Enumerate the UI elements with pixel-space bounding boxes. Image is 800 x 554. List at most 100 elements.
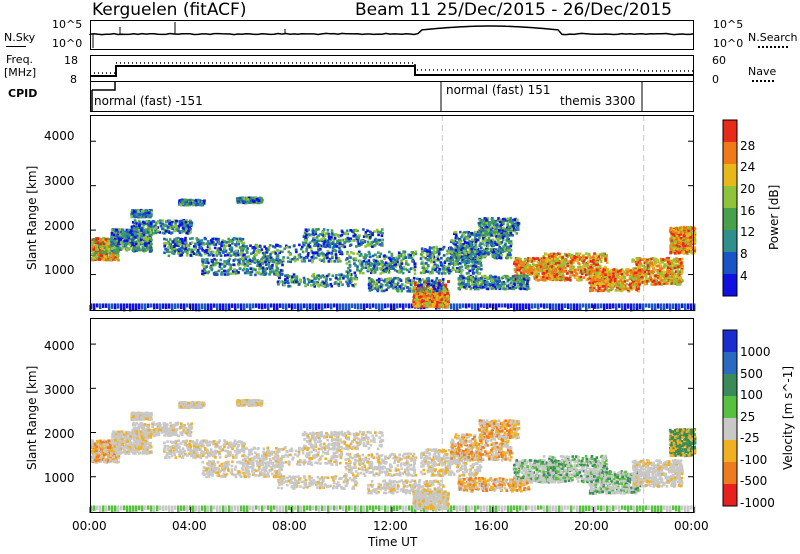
echo-cell	[125, 228, 129, 232]
echo-cell	[118, 242, 122, 246]
echo-cell	[119, 235, 122, 239]
echo-cell	[161, 219, 165, 222]
echo-cell	[271, 250, 275, 254]
echo-cell	[114, 258, 118, 261]
echo-cell	[306, 254, 310, 257]
echo-cell	[228, 244, 232, 248]
echo-cell	[251, 260, 254, 263]
echo-cell	[253, 259, 257, 263]
echo-cell	[235, 244, 238, 248]
echo-cell	[173, 219, 177, 222]
echo-cell	[165, 242, 169, 245]
freq-tick-bottom: 8	[70, 73, 77, 86]
echo-cell	[144, 222, 148, 226]
echo-cell	[317, 254, 321, 257]
echo-cell	[249, 267, 252, 270]
echo-cell	[236, 241, 239, 245]
echo-cell	[187, 247, 191, 251]
echo-cell	[200, 239, 204, 242]
echo-cell	[296, 258, 299, 261]
echo-cell	[336, 260, 340, 263]
echo-cell	[220, 242, 223, 246]
ground-cell	[678, 303, 681, 311]
echo-cell	[105, 249, 108, 253]
echo-cell	[189, 242, 192, 245]
ground-cell	[519, 303, 522, 311]
ground-cell	[192, 303, 195, 312]
echo-cell	[116, 242, 120, 245]
nave-tick-bottom: 0	[712, 73, 719, 86]
power-heatmap	[89, 115, 697, 312]
echo-cell	[183, 222, 187, 226]
ground-cell	[582, 303, 585, 308]
echo-cell	[123, 238, 127, 241]
echo-cell	[165, 238, 168, 241]
echo-cell	[213, 273, 216, 276]
echo-cell	[245, 268, 249, 271]
echo-cell	[334, 255, 338, 258]
ground-cell	[669, 303, 672, 312]
ground-cell	[228, 303, 231, 311]
ground-cell	[666, 303, 669, 309]
ground-cell	[525, 303, 528, 310]
ground-cell	[381, 303, 384, 311]
echo-cell	[184, 250, 187, 253]
echo-cell	[254, 273, 257, 277]
echo-cell	[338, 249, 342, 253]
echo-cell	[219, 258, 223, 262]
ground-cell	[552, 303, 555, 311]
echo-cell	[99, 256, 102, 260]
echo-cell	[126, 235, 130, 239]
echo-cell	[177, 240, 180, 243]
echo-cell	[209, 265, 213, 269]
echo-cell	[112, 228, 116, 232]
echo-cell	[246, 251, 249, 254]
echo-cell	[167, 254, 171, 258]
echo-cell	[326, 249, 330, 253]
echo-cell	[168, 219, 171, 222]
echo-cell	[99, 242, 102, 246]
echo-cell	[223, 240, 227, 243]
echo-cell	[135, 234, 139, 237]
echo-cell	[253, 257, 257, 261]
echo-cell	[163, 224, 167, 227]
echo-cell	[281, 258, 285, 261]
ground-cell	[171, 303, 174, 312]
echo-cell	[138, 224, 141, 227]
echo-cell	[175, 219, 178, 223]
echo-cell	[203, 269, 207, 273]
echo-cell	[112, 233, 116, 237]
echo-cell	[250, 252, 253, 255]
echo-cell	[328, 257, 332, 261]
echo-cell	[255, 271, 258, 274]
echo-cell	[232, 237, 236, 240]
echo-cell	[93, 257, 96, 260]
echo-cell	[128, 239, 131, 243]
echo-cell	[240, 239, 243, 243]
ground-cell	[267, 303, 270, 312]
echo-cell	[244, 262, 247, 266]
echo-cell	[139, 230, 143, 234]
ground-cell	[462, 303, 465, 308]
ground-cell	[246, 303, 249, 309]
echo-cell	[104, 238, 108, 241]
echo-cell	[305, 247, 308, 251]
echo-cell	[163, 237, 166, 241]
echo-cell	[223, 260, 226, 263]
echo-cell	[180, 241, 184, 244]
echo-cell	[264, 273, 267, 276]
ground-cell	[489, 303, 492, 308]
echo-cell	[203, 258, 206, 262]
echo-cell	[233, 268, 236, 271]
nsearch-label: N.Search	[748, 31, 798, 44]
ground-cell	[249, 303, 252, 311]
echo-cell	[221, 239, 225, 242]
echo-cell	[230, 250, 233, 253]
echo-cell	[129, 230, 132, 234]
ground-cell	[330, 303, 333, 310]
echo-cell	[259, 245, 262, 249]
echo-cell	[184, 228, 187, 232]
echo-cell	[132, 235, 136, 239]
ground-cell	[297, 303, 300, 312]
echo-cell	[320, 259, 323, 262]
